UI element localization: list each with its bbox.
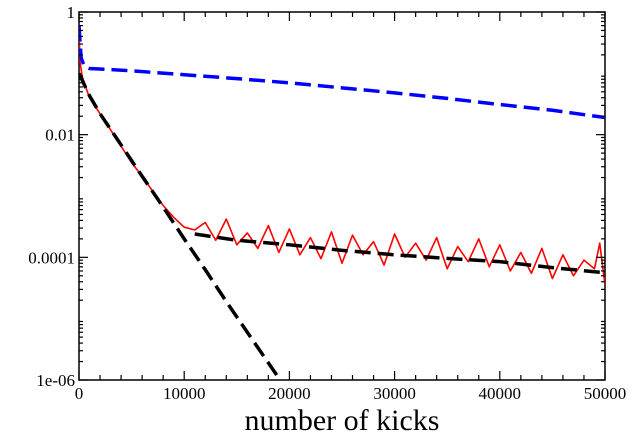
series-line-2 bbox=[79, 72, 283, 380]
x-axis-title: number of kicks bbox=[245, 404, 440, 437]
series-layer bbox=[79, 25, 605, 380]
series-line-4 bbox=[79, 25, 605, 120]
x-tick-label: 50000 bbox=[584, 384, 627, 403]
plot-frame bbox=[78, 11, 606, 381]
y-tick-label: 0.0001 bbox=[28, 248, 75, 267]
y-tick-label: 0.01 bbox=[45, 126, 75, 145]
tick-layer: 0 10000 20000 30000 40000 50000 1e-06 0.0001 0.0… bbox=[28, 3, 626, 403]
series-line-3 bbox=[194, 232, 605, 275]
x-tick-label: 40000 bbox=[479, 384, 522, 403]
x-tick-label: 20000 bbox=[268, 384, 311, 403]
x-tick-label: 0 bbox=[75, 384, 84, 403]
x-tick-label: 30000 bbox=[373, 384, 416, 403]
y-tick-label: 1 bbox=[67, 3, 76, 22]
series-line-1 bbox=[79, 30, 605, 286]
y-tick-label: 1e-06 bbox=[36, 371, 75, 390]
x-tick-label: 10000 bbox=[163, 384, 206, 403]
